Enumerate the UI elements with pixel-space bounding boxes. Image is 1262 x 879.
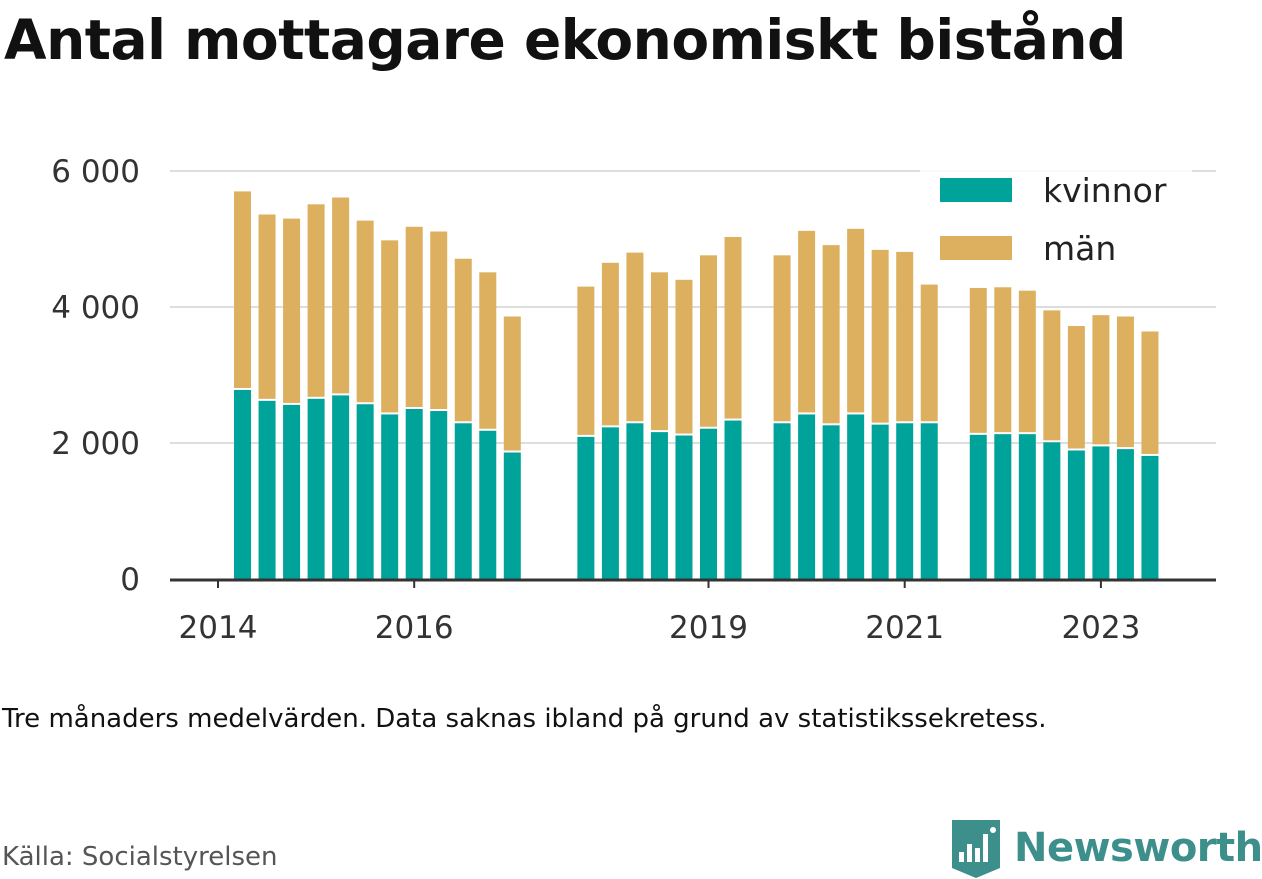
bar-kvinnor — [724, 420, 742, 579]
bar-kvinnor — [798, 414, 816, 579]
bar-kvinnor — [234, 389, 252, 579]
bar-man — [798, 230, 816, 413]
legend-label: kvinnor — [1043, 171, 1167, 210]
bar-kvinnor — [1067, 450, 1085, 579]
y-tick-label: 2 000 — [51, 426, 140, 462]
bar-man — [258, 214, 276, 399]
bar-kvinnor — [871, 424, 889, 579]
bar-kvinnor — [479, 430, 497, 579]
bar-kvinnor — [601, 427, 619, 579]
bar-man — [234, 191, 252, 388]
bar-kvinnor — [650, 432, 668, 579]
bar-man — [871, 249, 889, 423]
bar-man — [332, 197, 350, 394]
chart-title: Antal mottagare ekonomiskt bistånd — [4, 8, 1126, 72]
bar-man — [1141, 331, 1159, 454]
bar-kvinnor — [356, 404, 374, 579]
bar-man — [994, 287, 1012, 433]
bar-kvinnor — [1043, 442, 1061, 579]
newsworthy-logo-icon — [952, 820, 1000, 878]
bar-kvinnor — [577, 436, 595, 579]
x-tick-label: 2019 — [669, 610, 748, 646]
bar-kvinnor — [503, 452, 521, 579]
bar-kvinnor — [773, 423, 791, 579]
source-label: Källa: Socialstyrelsen — [2, 842, 278, 872]
bar-man — [724, 236, 742, 419]
bar-kvinnor — [626, 423, 644, 579]
bar-man — [1067, 326, 1085, 449]
bar-kvinnor — [1116, 449, 1134, 579]
bar-man — [577, 286, 595, 435]
bar-man — [700, 255, 717, 427]
bar-kvinnor — [700, 428, 717, 579]
bar-man — [773, 255, 791, 422]
bar-man — [1116, 316, 1134, 448]
bar-kvinnor — [896, 423, 914, 579]
bar-man — [1018, 290, 1036, 433]
bar-kvinnor — [258, 400, 276, 579]
bar-kvinnor — [675, 435, 693, 579]
brand-logo: Newsworthy — [950, 818, 1262, 878]
bar-man — [675, 279, 693, 434]
bar-man — [381, 240, 399, 413]
x-tick-label: 2023 — [1061, 610, 1140, 646]
bars — [234, 191, 1159, 579]
legend: kvinnor män — [920, 168, 1192, 276]
bar-man — [430, 231, 448, 410]
chart-note: Tre månaders medelvärden. Data saknas ib… — [2, 704, 1047, 734]
bar-kvinnor — [405, 409, 423, 579]
bar-man — [503, 316, 521, 451]
bar-man — [479, 272, 497, 429]
bar-man — [650, 272, 668, 431]
y-tick-label: 4 000 — [51, 290, 140, 326]
x-tick-label: 2014 — [179, 610, 258, 646]
bar-man — [356, 220, 374, 403]
bar-kvinnor — [307, 398, 325, 579]
stacked-bar-chart: 0 2 000 4 000 6 000 2014 2016 2019 2021 2023 kvi… — [51, 154, 1216, 646]
bar-man — [822, 245, 840, 424]
legend-swatch — [940, 236, 1012, 260]
x-tick-label: 2021 — [865, 610, 944, 646]
bar-man — [601, 262, 619, 426]
bar-man — [847, 228, 865, 413]
bar-man — [405, 226, 423, 407]
bar-kvinnor — [381, 414, 399, 579]
axes: 0 2 000 4 000 6 000 2014 2016 2019 2021 2023 — [51, 154, 1216, 646]
bar-kvinnor — [430, 411, 448, 579]
bar-kvinnor — [283, 404, 301, 579]
bar-kvinnor — [969, 434, 987, 579]
bar-man — [969, 287, 987, 433]
bar-man — [283, 218, 301, 403]
bar-man — [454, 258, 472, 422]
bar-man — [307, 204, 325, 397]
brand-name: Newsworthy — [1014, 825, 1262, 871]
bar-kvinnor — [332, 395, 350, 579]
x-tick-label: 2016 — [375, 610, 454, 646]
bar-man — [896, 251, 914, 422]
bar-man — [626, 252, 644, 422]
y-tick-label: 6 000 — [51, 154, 140, 190]
bar-kvinnor — [1018, 434, 1036, 579]
bar-kvinnor — [920, 423, 938, 579]
bar-kvinnor — [847, 414, 865, 579]
y-tick-label: 0 — [120, 562, 140, 598]
bar-kvinnor — [822, 425, 840, 579]
bar-kvinnor — [454, 423, 472, 579]
legend-label: män — [1043, 229, 1116, 268]
bar-kvinnor — [1141, 455, 1159, 579]
bar-kvinnor — [994, 434, 1012, 579]
bar-kvinnor — [1092, 446, 1110, 579]
legend-swatch — [940, 178, 1012, 202]
bar-man — [1092, 315, 1110, 445]
bar-man — [920, 284, 938, 422]
bar-man — [1043, 310, 1061, 441]
